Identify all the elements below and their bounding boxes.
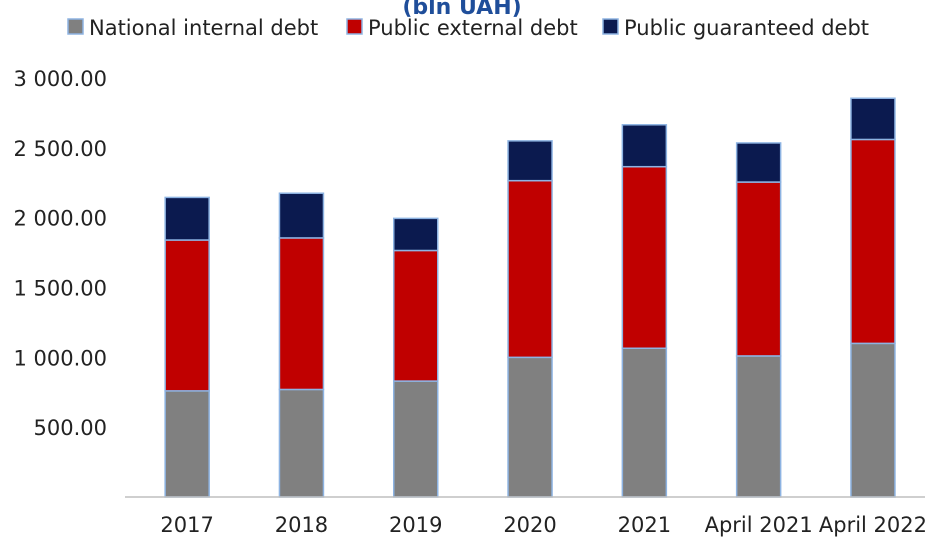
x-axis: 2017 2018 2019 2020 2021 April 2021 April 2022 [160, 513, 925, 537]
x-tick-label: April 2021 [705, 513, 813, 537]
y-tick-label: 500.00 [34, 416, 107, 440]
y-tick-label: 1 000.00 [13, 346, 107, 370]
y-axis: 500.00 1 000.00 1 500.00 2 000.00 2 500.00 3 … [13, 67, 107, 440]
bars [164, 97, 896, 498]
legend-swatch [346, 18, 363, 35]
legend-label: National internal debt [89, 16, 318, 40]
chart-title: (bln UAH) [402, 0, 521, 20]
bar-segment [850, 138, 896, 345]
bar-segment [507, 356, 553, 498]
x-tick-label: April 2022 [819, 513, 925, 537]
bar-segment [393, 217, 439, 252]
x-tick-label: 2017 [160, 513, 213, 537]
bar-segment [393, 249, 439, 382]
bar-segment [621, 347, 668, 498]
y-tick-label: 1 500.00 [13, 277, 107, 301]
legend-swatch [602, 18, 619, 35]
bar-segment [164, 196, 210, 241]
legend-swatch [67, 18, 84, 35]
bar-segment [393, 380, 439, 498]
bar-segment [735, 142, 782, 183]
x-tick-label: 2019 [389, 513, 442, 537]
bar-segment [164, 390, 210, 498]
x-tick-label: 2020 [503, 513, 556, 537]
bar-segment [507, 140, 553, 182]
y-tick-label: 2 000.00 [13, 207, 107, 231]
y-tick-label: 3 000.00 [13, 67, 107, 91]
legend: National internal debt Public external de… [67, 16, 869, 40]
bar-segment [850, 97, 896, 141]
bar-segment [735, 355, 782, 498]
x-tick-label: 2018 [275, 513, 328, 537]
bar-segment [278, 192, 325, 239]
bar-segment [621, 124, 668, 168]
bar-segment [278, 237, 325, 391]
bar-segment [621, 165, 668, 350]
bar-segment [507, 179, 553, 359]
legend-label: Public guaranteed debt [624, 16, 869, 40]
x-tick-label: 2021 [618, 513, 671, 537]
legend-label: Public external debt [368, 16, 578, 40]
bar-segment [164, 239, 210, 392]
bar-segment [735, 181, 782, 357]
bar-segment [850, 342, 896, 498]
y-tick-label: 2 500.00 [13, 137, 107, 161]
bar-segment [278, 388, 325, 498]
